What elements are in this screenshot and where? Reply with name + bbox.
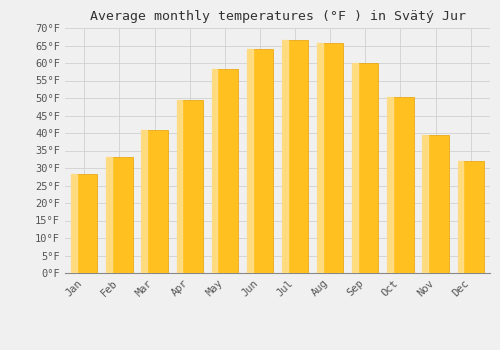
Bar (388, 97, 413, 273)
Bar (458, 161, 464, 273)
Bar (282, 40, 288, 273)
Bar (422, 135, 428, 273)
Bar (352, 63, 358, 273)
Bar (458, 161, 484, 273)
Bar (106, 157, 132, 273)
Bar (317, 43, 323, 273)
Bar (176, 100, 203, 273)
Bar (176, 100, 182, 273)
Bar (247, 49, 273, 273)
Bar (247, 49, 252, 273)
Bar (212, 69, 238, 273)
Bar (71, 174, 98, 273)
Bar (142, 130, 147, 273)
Bar (422, 135, 448, 273)
Title: Average monthly temperatures (°F ) in Svätý Jur: Average monthly temperatures (°F ) in Sv… (90, 10, 466, 23)
Bar (106, 157, 112, 273)
Bar (388, 97, 393, 273)
Bar (352, 63, 378, 273)
Bar (71, 174, 77, 273)
Bar (212, 69, 218, 273)
Bar (317, 43, 344, 273)
Bar (142, 130, 168, 273)
Bar (282, 40, 308, 273)
